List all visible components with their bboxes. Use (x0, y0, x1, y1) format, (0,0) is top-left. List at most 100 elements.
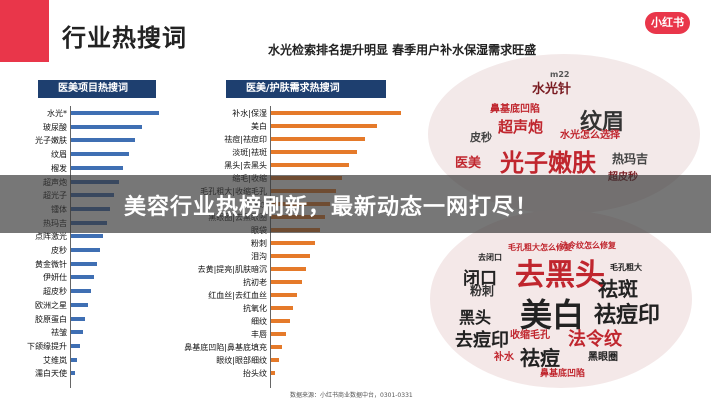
right-chart-axis (270, 106, 271, 388)
left-chart-bar (71, 357, 77, 362)
left-chart-row-label: 祛皱 (51, 328, 67, 338)
right-chart-bar (271, 163, 349, 167)
right-chart-row-label: 抬头纹 (243, 369, 267, 378)
cloud-word: 热玛吉 (612, 152, 649, 166)
cloud-word: 祛痘 (520, 346, 560, 370)
page-subtitle: 水光检索排名提升明显 春季用户补水保湿需求旺盛 (268, 43, 537, 57)
right-chart-bar (271, 137, 365, 141)
page-title: 行业热搜词 (62, 24, 187, 52)
left-chart-axis (70, 106, 71, 388)
cloud-word: 法令纹 (568, 329, 622, 350)
cloud-word: 黑头 (459, 308, 492, 327)
right-chart-row-label: 细纹 (251, 317, 267, 326)
cloud-word: 鼻基底凹陷 (540, 369, 586, 379)
left-chart-row-label: 光子嫩肤 (35, 136, 67, 146)
cloud-word: 祛痘印 (594, 303, 661, 328)
left-chart-bar (71, 330, 83, 335)
word-cloud-bottom (430, 210, 692, 388)
left-chart-row-label: 黄金微针 (35, 259, 67, 269)
right-chart-bar (271, 306, 293, 310)
right-chart-bar (271, 319, 290, 323)
left-chart-row-label: 玻尿酸 (43, 122, 67, 132)
right-chart-row-label: 粉刺 (251, 239, 267, 248)
cloud-word: 美白 (520, 296, 585, 334)
left-chart-bar (71, 343, 80, 348)
left-chart-row-label: 纹眉 (51, 150, 67, 160)
cloud-word: 祛斑 (598, 277, 638, 301)
left-chart-row-label: 皮秒 (51, 246, 67, 255)
cloud-word: 毛孔粗大怎么修复 (508, 243, 572, 252)
left-chart-bar (71, 289, 91, 294)
right-chart-bar (271, 150, 357, 154)
cloud-word: 皮秒 (470, 131, 492, 144)
right-chart-bar (271, 293, 297, 297)
left-chart-row-label: 点阵激光 (35, 232, 67, 242)
right-chart-row-label: 补水|保湿 (232, 109, 267, 118)
cloud-word: m22 (550, 70, 570, 79)
left-chart-bar (71, 302, 88, 307)
left-chart-heading: 医美项目热搜词 (38, 80, 156, 98)
cloud-word: 法令纹怎么修复 (560, 241, 616, 250)
left-chart-bar (71, 316, 85, 321)
cloud-word: 收缩毛孔 (510, 330, 550, 341)
right-chart-row-label: 抗氧化 (243, 304, 267, 313)
right-chart-bar (271, 241, 315, 245)
left-chart-row-label: 下颌缘提升 (27, 341, 67, 351)
headline-banner (0, 175, 711, 233)
cloud-word: 毛孔粗大 (610, 263, 642, 272)
left-chart-bar (71, 152, 129, 157)
right-chart-row-label: 黑头|去黑头 (224, 161, 267, 170)
right-chart-row-label: 红血丝|去红血丝 (208, 291, 267, 300)
left-chart-row-label: 榴发 (51, 163, 67, 173)
left-chart-row-label: 水光* (47, 109, 67, 118)
data-source-note: 数据来源：小红书商业数据中台，0301-0331 (290, 392, 413, 399)
right-chart-row-label: 抗初老 (243, 278, 267, 287)
left-chart-row-label: 欧洲之星 (35, 300, 67, 310)
right-chart-row-label: 眼纹|眼部细纹 (216, 356, 267, 365)
left-chart-bar (71, 234, 103, 239)
cloud-word: 医美 (455, 156, 482, 171)
right-chart-heading: 医美/护肤需求热搜词 (226, 80, 386, 98)
left-chart-bar (71, 371, 75, 376)
right-chart-bar (271, 124, 377, 128)
right-chart-bar (271, 345, 282, 349)
cloud-word: 去黑头 (515, 258, 605, 293)
cloud-word: 去闭口 (478, 253, 502, 262)
left-chart-bar (71, 138, 135, 143)
right-chart-bar (271, 358, 279, 362)
cloud-word: 去痘印 (455, 330, 509, 351)
left-chart-bar (71, 261, 97, 266)
right-chart-bar (271, 280, 302, 284)
cloud-word: 纹眉 (580, 110, 625, 135)
cloud-word: 水光针 (532, 82, 572, 97)
headline-text: 美容行业热榜刷新，最新动态一网打尽！ (124, 195, 539, 220)
cloud-word: 粉刺 (470, 284, 495, 298)
right-chart-row-label: 丰唇 (251, 330, 267, 339)
left-chart-bar (71, 165, 123, 170)
right-chart-row-label: 去黄|提亮|肌肤暗沉 (197, 265, 267, 274)
cloud-word: 水光怎么选择 (560, 130, 620, 141)
right-chart-row-label: 泪沟 (251, 252, 267, 261)
right-chart-bar (271, 332, 286, 336)
right-chart-row-label: 美白 (251, 122, 267, 131)
right-chart-row-label: 祛痘|祛痘印 (224, 135, 267, 144)
right-chart-bar (271, 111, 401, 115)
left-chart-row-label: 濡白天使 (35, 369, 67, 379)
right-chart-bar (271, 254, 310, 258)
left-chart-row-label: 艾维岚 (43, 355, 67, 365)
left-chart-row-label: 超皮秒 (43, 287, 67, 297)
left-chart-bar (71, 124, 142, 129)
cloud-word: 闭口 (463, 269, 497, 289)
right-chart-row-label: 鼻基底凹陷|鼻基底填充 (184, 343, 267, 352)
right-chart-row-label: 淡斑|祛斑 (232, 148, 267, 157)
right-chart-bar (271, 371, 275, 375)
left-chart-bar (71, 248, 100, 252)
cloud-word: 黑眼圈 (588, 352, 618, 363)
left-chart-bar (71, 275, 94, 280)
right-chart-bar (271, 267, 306, 271)
cloud-word: 光子嫩肤 (500, 149, 596, 177)
brand-logo: 小红书 (645, 12, 690, 34)
header-bar: 行业热搜词 水光检索排名提升明显 春季用户补水保湿需求旺盛 小红书 (0, 0, 711, 62)
left-chart-row-label: 伊妍仕 (43, 273, 67, 283)
cloud-word: 补水 (494, 352, 514, 363)
